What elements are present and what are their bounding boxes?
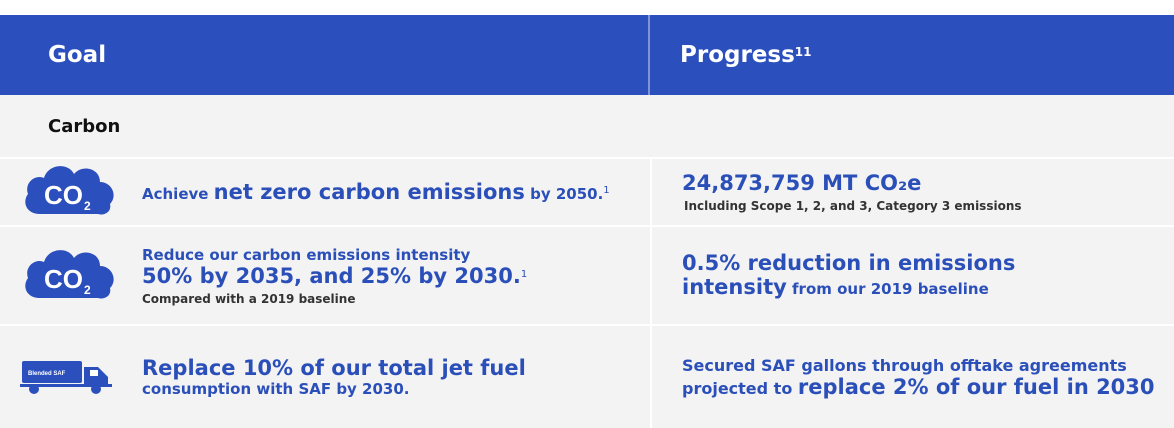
goal-cell: CO 2 Achieve net zero carbon emissions b…: [0, 159, 650, 225]
goal-cell: CO 2 Reduce our carbon emissions intensi…: [0, 227, 650, 324]
goal-emphasis: net zero carbon emissions: [213, 180, 525, 204]
progress-text: from our 2019 baseline: [786, 279, 989, 298]
goal-text: Achieve: [142, 185, 214, 203]
table-row: Blended SAF Replace 10% of our total jet…: [0, 326, 1174, 428]
progress-emphasis: replace 2% of our fuel in 2030: [797, 374, 1155, 399]
table-header: Goal Progress 11: [0, 15, 1174, 95]
progress-value: 24,873,759 MT CO₂e: [682, 171, 922, 195]
footnote-marker: 1: [520, 268, 528, 280]
goal-text: Reduce our carbon emissions intensity: [142, 245, 471, 264]
progress-value-cont: intensity: [682, 274, 787, 299]
svg-text:CO: CO: [44, 180, 83, 210]
truck-label: Blended SAF: [28, 371, 66, 377]
table-row: CO 2 Achieve net zero carbon emissions b…: [0, 159, 1174, 225]
progress-footnote-marker: 11: [794, 45, 812, 59]
progress-text-lead: projected to: [682, 378, 798, 398]
goal-note: Compared with a 2019 baseline: [142, 291, 356, 306]
svg-text:2: 2: [84, 283, 91, 297]
goal-header-label: Goal: [48, 42, 107, 68]
svg-text:2: 2: [84, 199, 91, 213]
progress-header-label: Progress: [680, 42, 795, 68]
goal-text-end: by 2050.: [524, 185, 604, 203]
goal-text: consumption with SAF by 2030.: [142, 380, 410, 398]
progress-note: Including Scope 1, 2, and 3, Category 3 …: [684, 199, 1022, 213]
co2-cloud-icon: CO 2: [20, 158, 124, 226]
goal-cell: Blended SAF Replace 10% of our total jet…: [0, 326, 650, 428]
progress-value: 0.5% reduction in emissions: [682, 250, 1016, 275]
progress-column-header: Progress 11: [650, 15, 812, 95]
progress-cell: 0.5% reduction in emissions intensity fr…: [652, 227, 1174, 324]
section-title: Carbon: [48, 115, 121, 137]
progress-cell: 24,873,759 MT CO₂e Including Scope 1, 2,…: [652, 159, 1174, 225]
goal-column-header: Goal: [0, 15, 650, 95]
fuel-truck-icon: Blended SAF: [20, 355, 114, 399]
progress-text: Secured SAF gallons through offtake agre…: [682, 355, 1127, 375]
goal-emphasis: 50% by 2035, and 25% by 2030.: [142, 263, 521, 288]
co2-cloud-icon: CO 2: [20, 242, 124, 310]
svg-text:CO: CO: [44, 264, 83, 294]
section-heading: Carbon: [0, 95, 1174, 157]
table-row: CO 2 Reduce our carbon emissions intensi…: [0, 227, 1174, 324]
goal-emphasis: Replace 10% of our total jet fuel: [142, 356, 526, 380]
progress-cell: Secured SAF gallons through offtake agre…: [652, 326, 1174, 428]
footnote-marker: 1: [603, 185, 610, 196]
